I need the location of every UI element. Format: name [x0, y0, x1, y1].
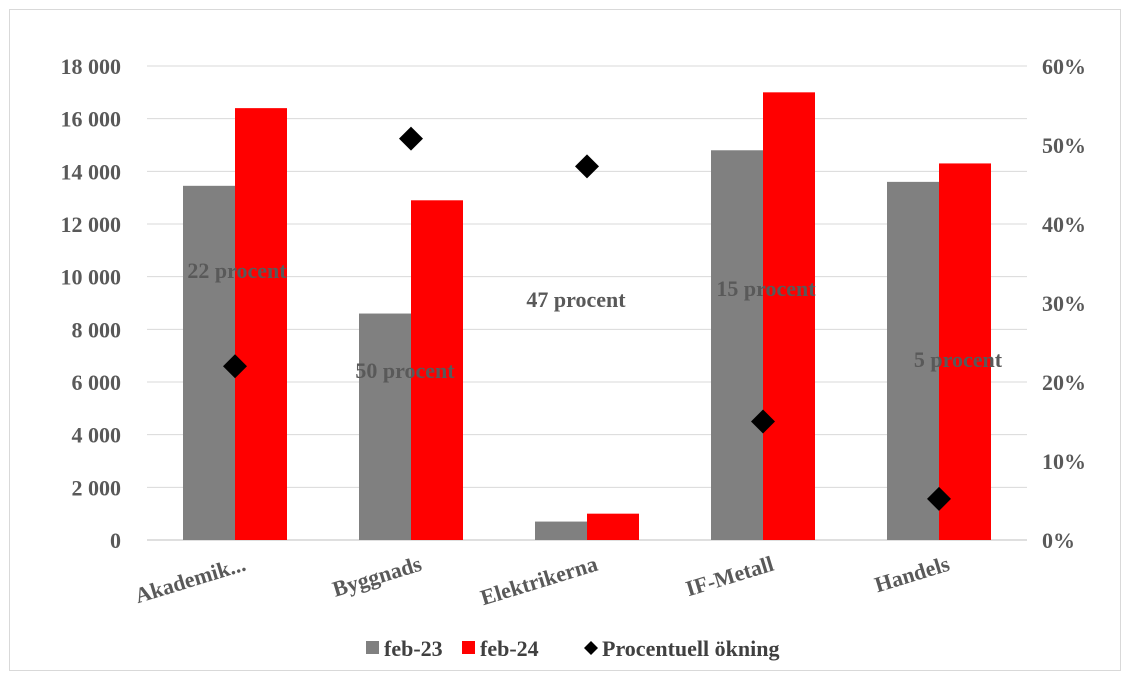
y-right-tick-label: 0%	[1042, 528, 1075, 553]
y-left-tick-label: 12 000	[61, 212, 122, 237]
x-category-label: Akademik...	[132, 551, 249, 608]
data-annotation: 5 procent	[914, 347, 1003, 372]
y-left-tick-label: 0	[110, 528, 121, 553]
y-left-tick-label: 14 000	[61, 159, 122, 184]
y-left-tick-label: 10 000	[61, 265, 122, 290]
x-category-label: Byggnads	[329, 551, 424, 602]
x-category-label: Handels	[871, 551, 952, 598]
bar-feb-24	[235, 108, 287, 540]
y-axis-left: 0 2 000 4 000 6 000 8 000 10 000 12 000 14 000 1…	[61, 54, 122, 553]
y-right-tick-label: 60%	[1042, 54, 1086, 79]
x-category-label: IF-Metall	[683, 551, 777, 601]
y-right-tick-label: 20%	[1042, 370, 1086, 395]
bar-feb-24	[763, 92, 815, 540]
legend-label: feb-23	[384, 636, 443, 661]
marker-procentuell-okning	[399, 127, 423, 151]
x-category-label: Elektrikerna	[477, 551, 600, 610]
legend-swatch-procentuell-okning	[584, 641, 598, 655]
y-right-tick-label: 40%	[1042, 212, 1086, 237]
y-left-tick-label: 8 000	[72, 317, 122, 342]
y-left-tick-label: 2 000	[72, 475, 122, 500]
markers	[223, 127, 951, 511]
x-axis: Akademik... Byggnads Elektrikerna IF-Metall…	[132, 551, 953, 610]
data-annotation: 47 procent	[526, 287, 626, 312]
legend: feb-23 feb-24 Procentuell ökning	[366, 636, 779, 661]
bar-feb-23	[359, 314, 411, 540]
data-annotation: 15 procent	[716, 276, 816, 301]
y-left-tick-label: 18 000	[61, 54, 122, 79]
y-right-tick-label: 30%	[1042, 291, 1086, 316]
marker-procentuell-okning	[575, 154, 599, 178]
bar-feb-24	[587, 514, 639, 540]
bar-feb-23	[711, 150, 763, 540]
y-left-tick-label: 4 000	[72, 423, 122, 448]
y-left-tick-label: 16 000	[61, 107, 122, 132]
bar-feb-23	[535, 522, 587, 540]
y-right-tick-label: 50%	[1042, 133, 1086, 158]
legend-label: feb-24	[480, 636, 539, 661]
y-right-tick-label: 10%	[1042, 449, 1086, 474]
data-annotation: 22 procent	[187, 258, 287, 283]
legend-swatch-feb-23	[366, 641, 379, 654]
legend-label: Procentuell ökning	[602, 636, 779, 661]
legend-swatch-feb-24	[462, 641, 475, 654]
y-axis-right: 0% 10% 20% 30% 40% 50% 60%	[1042, 54, 1086, 553]
data-annotation: 50 procent	[355, 358, 455, 383]
y-left-tick-label: 6 000	[72, 370, 122, 395]
